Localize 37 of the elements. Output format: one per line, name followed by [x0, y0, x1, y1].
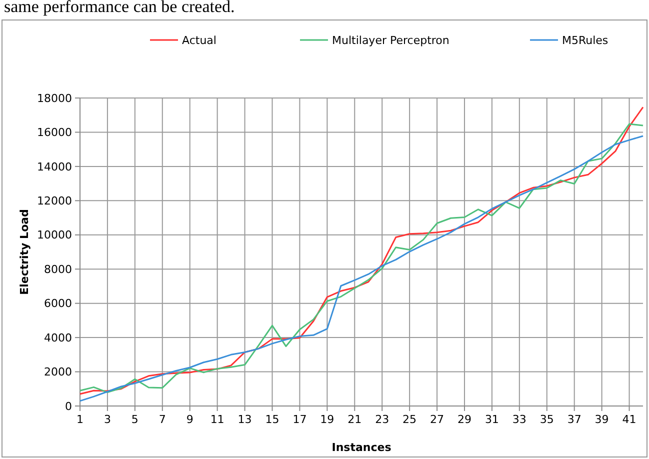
- y-tick-label: 10000: [37, 228, 72, 242]
- x-tick-label: 7: [158, 413, 166, 426]
- y-tick-label: 18000: [37, 92, 72, 105]
- x-tick-label: 19: [320, 413, 334, 426]
- x-tick-label: 27: [430, 413, 444, 426]
- x-tick-label: 21: [348, 413, 362, 426]
- y-tick-label: 14000: [37, 160, 72, 174]
- y-tick-label: 8000: [44, 262, 72, 276]
- x-tick-label: 25: [402, 413, 417, 426]
- x-tick-label: 9: [186, 413, 194, 426]
- x-tick-label: 31: [484, 413, 499, 426]
- x-tick-label: 37: [567, 413, 582, 426]
- y-tick-label: 2000: [44, 366, 72, 379]
- legend-label: M5Rules: [562, 34, 608, 47]
- y-tick-label: 4000: [44, 331, 72, 344]
- x-tick-label: 33: [512, 413, 526, 426]
- legend-label: Multilayer Perceptron: [332, 34, 450, 47]
- x-tick-label: 23: [375, 413, 390, 426]
- y-axis-title: Electrity Load: [18, 209, 31, 295]
- legend-label: Actual: [182, 34, 216, 47]
- x-tick-label: 39: [594, 413, 609, 426]
- x-tick-label: 3: [104, 413, 111, 426]
- x-tick-label: 35: [540, 413, 554, 426]
- x-tick-label: 29: [457, 413, 472, 426]
- x-axis-title: Instances: [332, 441, 392, 454]
- x-tick-label: 15: [265, 413, 280, 426]
- x-tick-label: 5: [131, 413, 138, 426]
- x-tick-label: 41: [622, 413, 636, 426]
- y-tick-label: 6000: [44, 297, 72, 310]
- y-tick-label: 12000: [37, 194, 72, 208]
- x-tick-label: 1: [76, 413, 84, 426]
- x-tick-label: 11: [210, 413, 224, 426]
- text: same performance can be created.: [4, 0, 235, 16]
- y-tick-label: 0: [65, 400, 72, 413]
- y-tick-label: 16000: [37, 126, 72, 140]
- x-tick-label: 13: [238, 413, 252, 426]
- x-tick-label: 17: [292, 413, 307, 426]
